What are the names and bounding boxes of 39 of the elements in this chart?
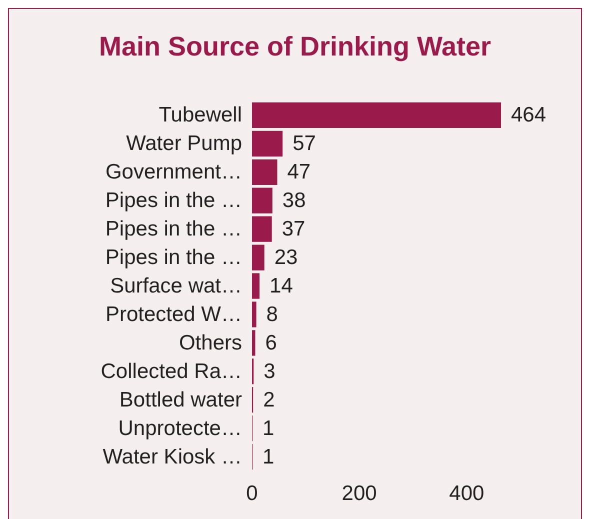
y-tick-label: Collected Ra… bbox=[100, 360, 242, 383]
y-tick-label: Pipes in the … bbox=[105, 189, 242, 212]
y-tick-label: Surface wat… bbox=[110, 274, 242, 298]
x-tick-label: 0 bbox=[246, 482, 258, 505]
data-label: 47 bbox=[287, 160, 311, 184]
data-label: 1 bbox=[262, 445, 274, 468]
bar bbox=[252, 130, 283, 156]
bar bbox=[252, 330, 256, 356]
bar bbox=[252, 244, 264, 270]
bar bbox=[252, 302, 256, 328]
x-tick-label: 200 bbox=[342, 482, 377, 505]
data-label: 2 bbox=[263, 388, 275, 412]
data-label: 3 bbox=[264, 360, 276, 383]
bar bbox=[252, 102, 501, 128]
x-tick-label: 400 bbox=[449, 482, 484, 505]
data-label: 37 bbox=[282, 218, 306, 241]
y-tick-label: Bottled water bbox=[119, 388, 242, 412]
data-label: 1 bbox=[262, 416, 274, 440]
y-tick-label: Unprotecte… bbox=[118, 416, 242, 440]
data-label: 464 bbox=[511, 104, 546, 127]
chart-title: Main Source of Drinking Water bbox=[98, 32, 492, 62]
y-tick-label: Tubewell bbox=[158, 104, 242, 127]
y-tick-label: Pipes in the … bbox=[105, 218, 242, 241]
data-label: 8 bbox=[266, 302, 278, 326]
data-label: 38 bbox=[282, 189, 306, 212]
y-tick-label: Pipes in the … bbox=[105, 246, 242, 270]
bar bbox=[252, 188, 272, 214]
data-label: 6 bbox=[265, 331, 277, 354]
bar bbox=[252, 216, 272, 242]
y-tick-label: Government… bbox=[105, 160, 242, 184]
bar bbox=[252, 159, 278, 185]
y-tick-label: Others bbox=[178, 331, 242, 354]
data-label: 23 bbox=[274, 246, 298, 270]
y-tick-label: Water Pump bbox=[126, 132, 242, 156]
data-label: 14 bbox=[270, 274, 294, 298]
y-tick-label: Protected W… bbox=[105, 302, 242, 326]
y-tick-label: Water Kiosk … bbox=[102, 445, 242, 468]
bar bbox=[252, 273, 260, 299]
data-label: 57 bbox=[292, 132, 316, 156]
